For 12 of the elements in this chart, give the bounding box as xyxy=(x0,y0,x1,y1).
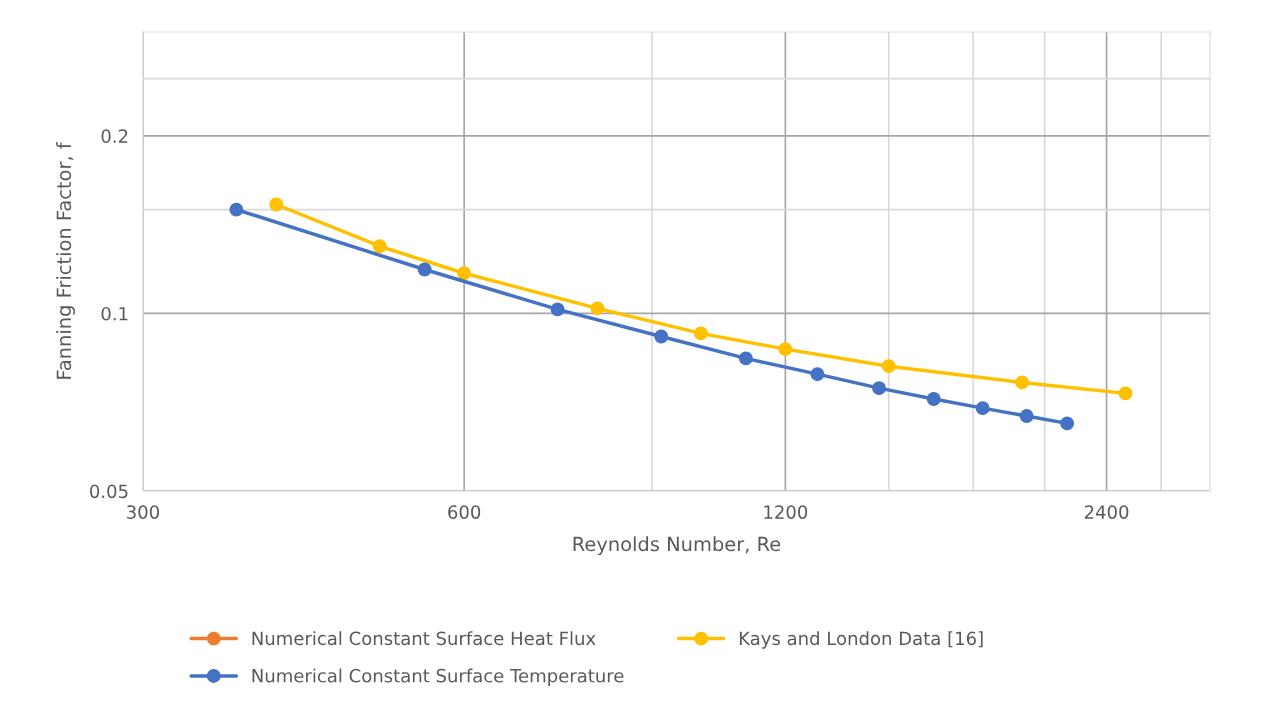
legend-label: Numerical Constant Surface Temperature xyxy=(252,668,624,687)
legend-label: Kays and London Data [16] xyxy=(739,631,983,649)
y-tick-label: 0.2 xyxy=(101,129,128,143)
y-tick-label: 0.1 xyxy=(101,306,128,321)
legend-label: Numerical Constant Surface Heat Flux xyxy=(252,631,596,646)
x-axis-title: Reynolds Number, Re xyxy=(573,536,781,556)
x-tick-label: 600 xyxy=(448,505,481,519)
y-axis-title: Fanning Friction Factor, f xyxy=(56,142,75,379)
x-tick-label: 300 xyxy=(127,505,159,519)
x-tick-label: 1200 xyxy=(764,505,808,519)
y-tick-label: 0.05 xyxy=(90,484,128,499)
x-tick-label: 2400 xyxy=(1084,505,1129,519)
